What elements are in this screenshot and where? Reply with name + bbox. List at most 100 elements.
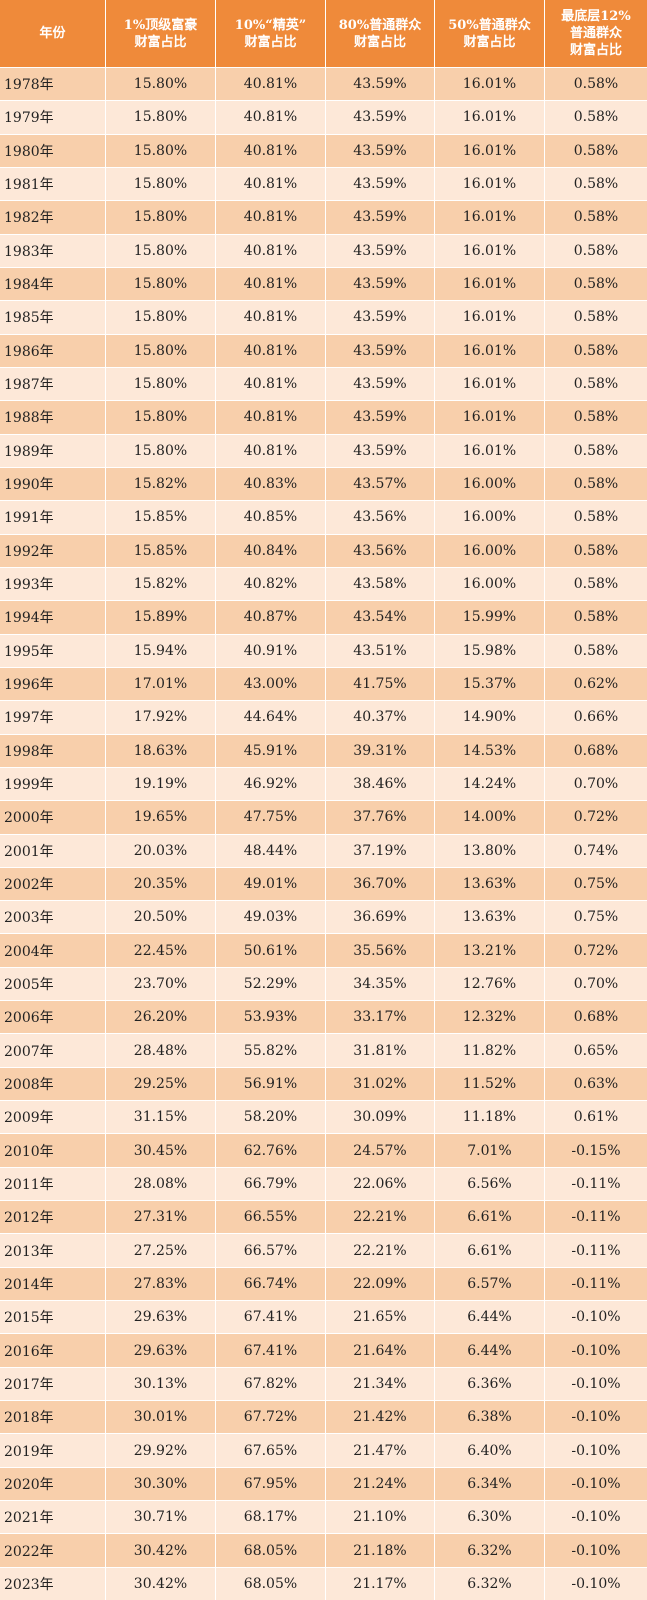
value-cell: -0.10% [545, 1534, 647, 1567]
value-cell: 43.59% [326, 234, 434, 267]
value-cell: 40.81% [216, 167, 325, 201]
value-cell: -0.10% [545, 1367, 647, 1401]
value-cell: 30.42% [106, 1534, 215, 1567]
value-cell: 14.00% [435, 801, 544, 834]
value-cell: 16.00% [435, 534, 544, 567]
value-cell: 43.59% [326, 401, 434, 434]
year-cell: 2015年 [0, 1301, 105, 1334]
year-cell: 1980年 [0, 134, 105, 167]
value-cell: 40.81% [216, 101, 325, 134]
value-cell: 55.82% [216, 1034, 325, 1067]
value-cell: 0.58% [545, 434, 647, 467]
year-cell: 2021年 [0, 1501, 105, 1534]
value-cell: 27.83% [106, 1267, 215, 1301]
value-cell: 43.58% [326, 567, 434, 601]
year-cell: 1978年 [0, 68, 105, 101]
year-cell: 1984年 [0, 267, 105, 301]
year-cell: 1985年 [0, 301, 105, 334]
value-cell: 15.80% [106, 234, 215, 267]
value-cell: 21.64% [326, 1334, 434, 1367]
year-cell: 1998年 [0, 734, 105, 767]
value-cell: 67.41% [216, 1301, 325, 1334]
value-cell: 21.17% [326, 1567, 434, 1600]
header-text: 80%普通群众 [338, 17, 422, 33]
value-cell: 37.76% [326, 801, 434, 834]
value-cell: 15.82% [106, 567, 215, 601]
value-cell: 13.21% [435, 934, 544, 967]
value-cell: 21.47% [326, 1434, 434, 1467]
value-cell: 20.03% [106, 834, 215, 867]
value-cell: 40.37% [326, 701, 434, 734]
value-cell: 29.92% [106, 1434, 215, 1467]
value-cell: 15.82% [106, 467, 215, 501]
value-cell: -0.10% [545, 1301, 647, 1334]
header-text: 普通群众 [569, 26, 622, 41]
year-cell: 2019年 [0, 1434, 105, 1467]
value-cell: 43.59% [326, 434, 434, 467]
value-cell: 0.58% [545, 267, 647, 301]
year-cell: 2013年 [0, 1234, 105, 1267]
value-cell: 34.35% [326, 967, 434, 1001]
header-cell: 最底层12% 普通群众 财富占比 [545, 0, 647, 67]
value-cell: 15.80% [106, 134, 215, 167]
value-cell: 43.59% [326, 134, 434, 167]
value-cell: -0.10% [545, 1501, 647, 1534]
value-cell: 0.58% [545, 401, 647, 434]
value-cell: 21.42% [326, 1401, 434, 1434]
value-cell: 16.01% [435, 68, 544, 101]
value-cell: 0.58% [545, 301, 647, 334]
value-cell: 53.93% [216, 1001, 325, 1034]
value-cell: 12.32% [435, 1001, 544, 1034]
value-cell: 43.54% [326, 601, 434, 634]
value-cell: 0.68% [545, 734, 647, 767]
value-cell: 0.63% [545, 1067, 647, 1101]
year-cell: 1988年 [0, 401, 105, 434]
value-cell: 15.80% [106, 167, 215, 201]
value-cell: 22.21% [326, 1201, 434, 1234]
year-cell: 2010年 [0, 1134, 105, 1167]
value-cell: 30.42% [106, 1567, 215, 1600]
value-cell: 0.58% [545, 634, 647, 667]
value-cell: 0.58% [545, 134, 647, 167]
value-cell: 11.52% [435, 1067, 544, 1101]
value-cell: 43.56% [326, 501, 434, 534]
year-cell: 2023年 [0, 1567, 105, 1600]
value-cell: 48.44% [216, 834, 325, 867]
header-text: 年份 [39, 26, 66, 41]
year-cell: 1987年 [0, 367, 105, 401]
value-cell: 0.72% [545, 934, 647, 967]
value-cell: 15.37% [435, 667, 544, 701]
value-cell: 15.80% [106, 68, 215, 101]
value-cell: 45.91% [216, 734, 325, 767]
value-cell: 15.85% [106, 501, 215, 534]
value-cell: 41.75% [326, 667, 434, 701]
value-cell: 58.20% [216, 1101, 325, 1134]
year-cell: 2022年 [0, 1534, 105, 1567]
year-cell: 2004年 [0, 934, 105, 967]
year-cell: 1997年 [0, 701, 105, 734]
year-cell: 2016年 [0, 1334, 105, 1367]
value-cell: -0.11% [545, 1167, 647, 1201]
value-cell: 6.57% [435, 1267, 544, 1301]
year-cell: 2001年 [0, 834, 105, 867]
value-cell: 43.59% [326, 68, 434, 101]
value-cell: 22.06% [326, 1167, 434, 1201]
value-cell: 0.66% [545, 701, 647, 734]
value-cell: 0.61% [545, 1101, 647, 1134]
value-cell: 43.59% [326, 101, 434, 134]
value-cell: 30.13% [106, 1367, 215, 1401]
value-cell: 23.70% [106, 967, 215, 1001]
header-cell: 10%“精英” 财富占比 [216, 0, 325, 67]
value-cell: 15.80% [106, 434, 215, 467]
value-cell: 0.65% [545, 1034, 647, 1067]
value-cell: -0.10% [545, 1434, 647, 1467]
value-cell: -0.10% [545, 1467, 647, 1501]
value-cell: 26.20% [106, 1001, 215, 1034]
header-text: 50%普通群众 [448, 17, 531, 33]
value-cell: 30.09% [326, 1101, 434, 1134]
value-cell: 13.80% [435, 834, 544, 867]
value-cell: 6.61% [435, 1234, 544, 1267]
value-cell: 67.41% [216, 1334, 325, 1367]
value-cell: -0.11% [545, 1234, 647, 1267]
header-cell: 1%顶级富豪 财富占比 [106, 0, 215, 67]
